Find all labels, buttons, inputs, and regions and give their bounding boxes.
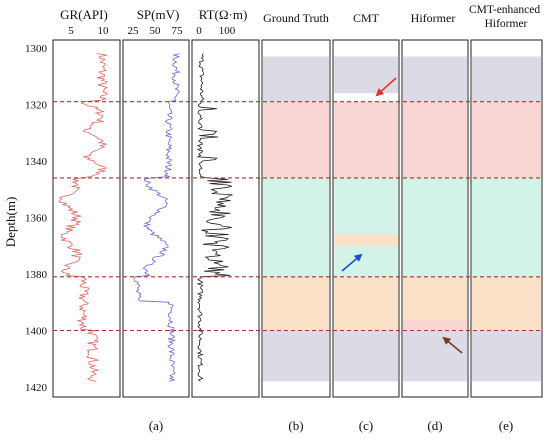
facies-segment-gray: [334, 330, 398, 382]
sp-tick-label: 75: [172, 25, 184, 37]
facies-segment-pink: [403, 101, 467, 178]
depth-tick-label: 1360: [25, 213, 48, 225]
rt-curve: [196, 53, 233, 382]
depth-tick-label: 1300: [25, 43, 48, 55]
depth-tick-label: 1380: [25, 269, 48, 281]
red-arrow: [375, 77, 397, 97]
cmt-title: CMT: [353, 11, 380, 25]
gr-tick-label: 5: [68, 25, 74, 37]
sp-tick-label: 25: [128, 25, 140, 37]
facies-segment-orange: [403, 276, 467, 320]
cmt-frame: [332, 39, 400, 398]
facies-segment-pink: [403, 319, 467, 331]
gr-track-frame: [52, 39, 121, 398]
sp-curve: [133, 53, 181, 382]
facies-segment-green: [334, 177, 398, 235]
hiformer-title: Hiformer: [411, 11, 456, 25]
facies-segment-gray: [334, 56, 398, 94]
facies-segment-pink: [472, 101, 541, 178]
gr-curve: [58, 53, 109, 382]
facies-segment-green: [472, 177, 541, 277]
panel-label-c: (c): [359, 418, 373, 433]
sp-track-title: SP(mV): [137, 7, 180, 22]
cmt-enhanced-hiformer-frame: [470, 39, 543, 398]
cmt-enhanced-hiformer-title: CMT-enhanced Hiformer: [469, 4, 543, 30]
facies-segment-gray: [472, 56, 541, 102]
depth-axis-label: Depth(m): [3, 197, 18, 248]
facies-segment-gray: [403, 56, 467, 102]
facies-segment-pink: [263, 101, 329, 178]
facies-segment-orange: [472, 276, 541, 331]
depth-tick-label: 1340: [25, 156, 48, 168]
facies-segment-green: [263, 177, 329, 277]
blue-arrow: [341, 253, 363, 272]
facies-columns: [263, 56, 541, 382]
gr-tick-label: 10: [98, 25, 110, 37]
panel-label-a: (a): [149, 418, 163, 433]
rt-track-title: RT(Ω·m): [199, 7, 248, 22]
facies-segment-gray: [403, 330, 467, 382]
panel-label-b: (b): [288, 418, 303, 433]
rt-tick-label: 100: [219, 25, 236, 37]
depth-axis: 1300 1320 1340 1360 1380 1400 1420: [25, 43, 48, 394]
ground-truth-frame: [261, 39, 331, 398]
hiformer-frame: [401, 39, 469, 398]
facies-segment-gray: [263, 56, 329, 102]
gr-track-title: GR(API): [60, 7, 108, 22]
sp-tick-label: 50: [150, 25, 162, 37]
depth-tick-label: 1420: [25, 382, 48, 394]
facies-segment-orange: [334, 234, 398, 246]
facies-segment-gray: [472, 330, 541, 382]
depth-tick-label: 1320: [25, 100, 48, 112]
brown-arrow: [442, 336, 463, 354]
rt-track-frame: [191, 39, 260, 398]
facies-segment-gray: [263, 330, 329, 382]
facies-segment-orange: [263, 276, 329, 331]
facies-segment-pink: [334, 101, 398, 178]
facies-segment-green: [334, 245, 398, 277]
panel-label-d: (d): [427, 418, 442, 433]
panel-label-e: (e): [499, 418, 513, 433]
facies-segment-green: [403, 177, 467, 277]
facies-segment-orange: [334, 276, 398, 331]
ground-truth-title: Ground Truth: [263, 11, 329, 25]
rt-tick-label: 0: [196, 25, 202, 37]
depth-tick-label: 1400: [25, 326, 48, 338]
facies-boundaries: [53, 101, 542, 332]
sp-track-frame: [122, 39, 190, 398]
log-curves: [58, 53, 233, 382]
